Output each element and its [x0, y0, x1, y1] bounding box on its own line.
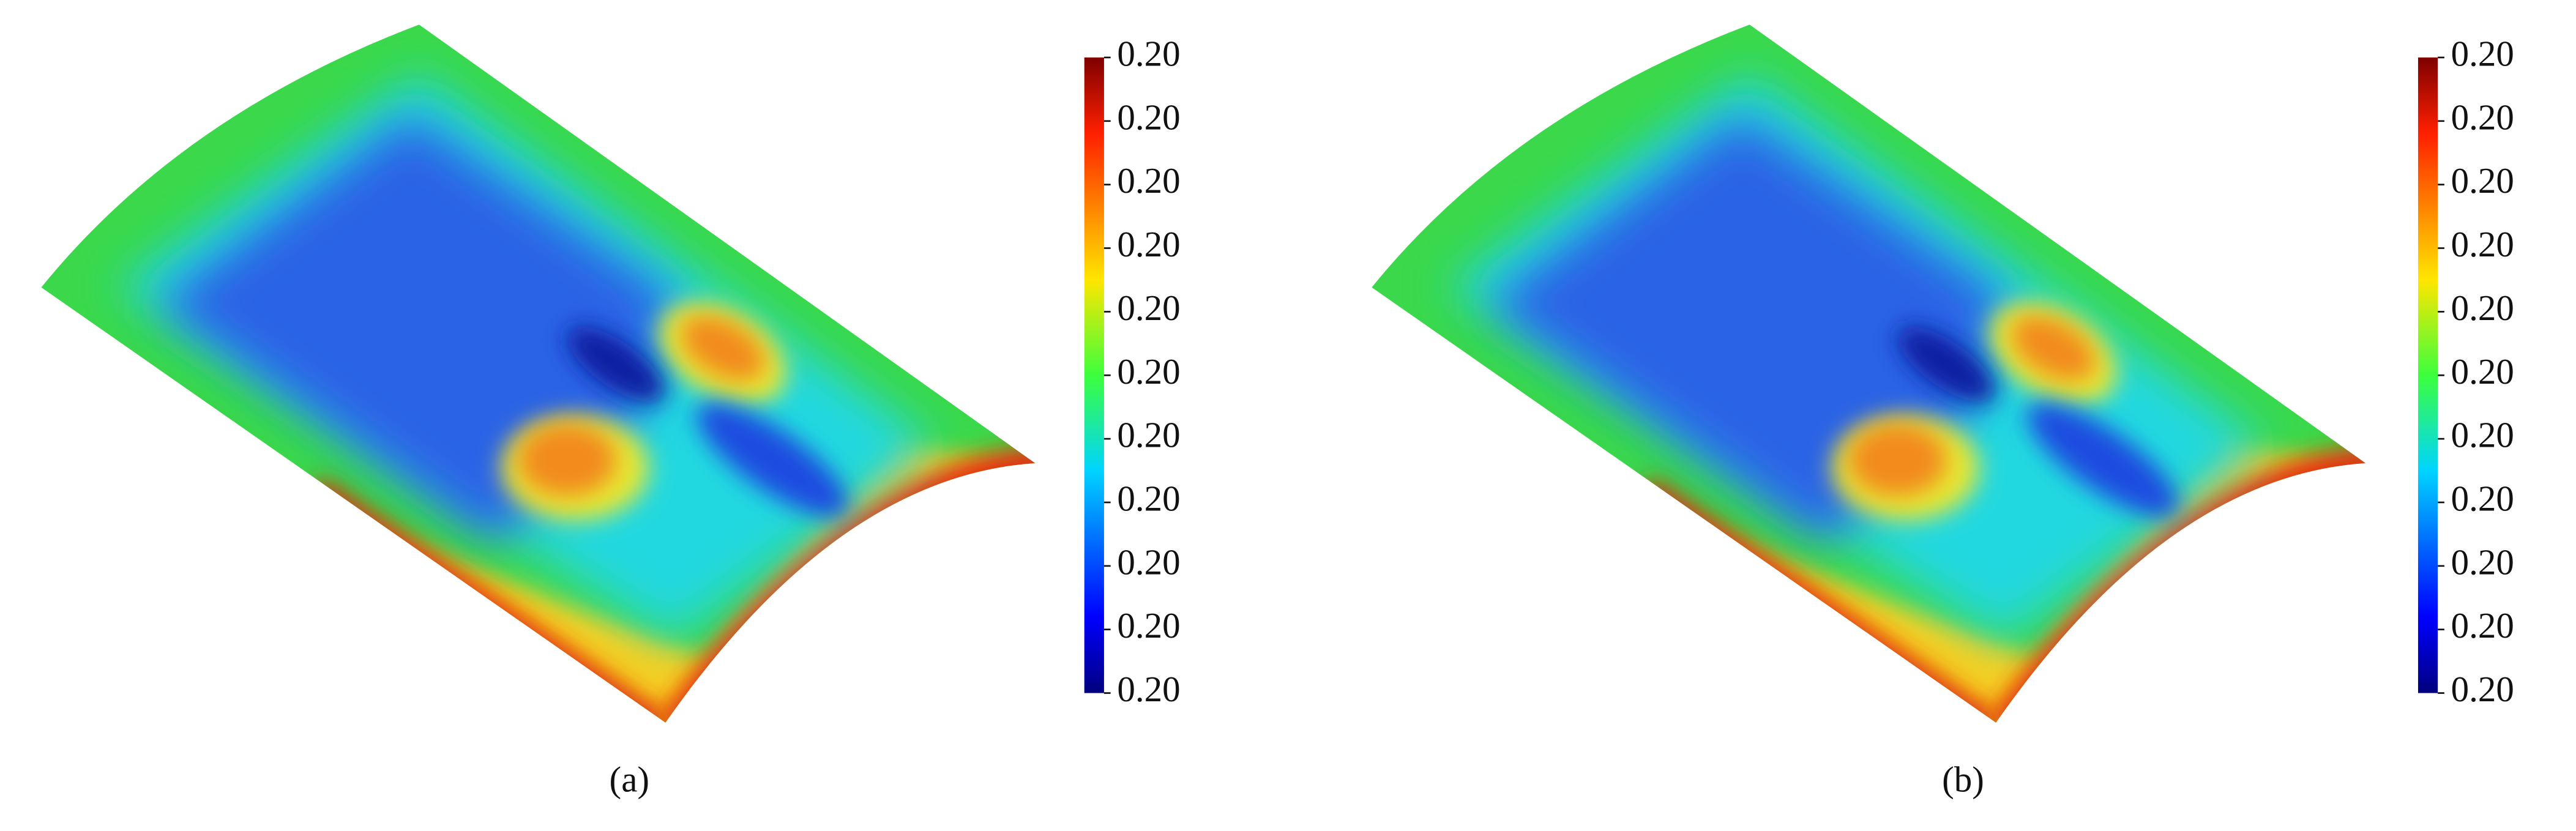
- colorbar-label: 0.20: [2451, 160, 2514, 201]
- colorbar-label: 0.20: [2451, 97, 2514, 137]
- colorbar-label: 0.20: [2451, 415, 2514, 455]
- colorbar-label: 0.20: [1117, 351, 1180, 392]
- colorbar-label: 0.20: [2451, 605, 2514, 646]
- contour-surface: [1331, 0, 2481, 756]
- colorbar-label: 0.20: [2451, 288, 2514, 328]
- colorbar-label: 0.20: [2451, 33, 2514, 73]
- colorbar-label: 0.20: [2451, 351, 2514, 392]
- colorbar-label: 0.20: [1117, 160, 1180, 201]
- contour-surface: [0, 0, 1150, 756]
- colorbar: [1084, 57, 1104, 693]
- caption: (b): [1942, 759, 1984, 800]
- colorbar-label: 0.20: [1117, 288, 1180, 328]
- colorbar-label: 0.20: [1117, 33, 1180, 73]
- colorbar-label: 0.20: [1117, 224, 1180, 264]
- colorbar-label: 0.20: [2451, 479, 2514, 519]
- colorbar-label: 0.20: [1117, 415, 1180, 455]
- caption: (a): [610, 759, 650, 800]
- colorbar-label: 0.20: [2451, 542, 2514, 582]
- colorbar-label: 0.20: [1117, 479, 1180, 519]
- colorbar-label: 0.20: [2451, 224, 2514, 264]
- colorbar: [2417, 57, 2438, 693]
- colorbar-label: 0.20: [1117, 542, 1180, 582]
- colorbar-label: 0.20: [1117, 97, 1180, 137]
- colorbar-label: 0.20: [1117, 605, 1180, 646]
- colorbar-label: 0.20: [2451, 669, 2514, 709]
- colorbar-label: 0.20: [1117, 669, 1180, 709]
